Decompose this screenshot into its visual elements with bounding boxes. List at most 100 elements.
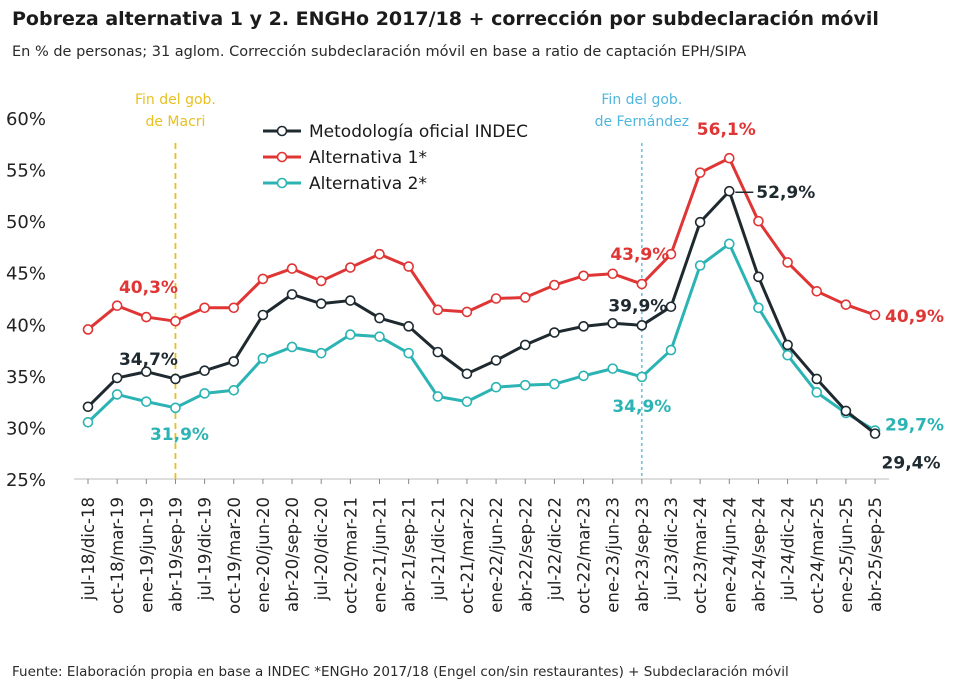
data-point	[519, 292, 531, 303]
data-point	[723, 238, 735, 250]
data-point	[636, 278, 648, 290]
x-tick-label: ene-25/jun-25	[837, 497, 856, 613]
data-point	[374, 312, 385, 324]
data-point	[82, 416, 94, 428]
data-point	[811, 285, 823, 297]
x-tick-label: abr-20/sep-20	[283, 497, 302, 612]
data-point	[141, 311, 152, 323]
data-point	[345, 295, 356, 306]
x-tick-label: ene-21/jun-21	[371, 497, 390, 613]
data-point	[636, 320, 648, 331]
x-tick-label: abr-21/sep-21	[400, 497, 419, 612]
annotation-text: de Fernández	[595, 114, 690, 130]
legend-swatch-marker	[276, 151, 288, 163]
y-tick-label: 35%	[6, 367, 46, 388]
x-tick-label: abr-24/sep-24	[749, 497, 768, 612]
x-tick-label: oct-23/mar-24	[691, 497, 710, 614]
data-point	[111, 389, 123, 400]
annotations: Fin del gob. de Macri Fin del gob. de Ferná…	[135, 92, 689, 479]
data-point	[315, 298, 327, 309]
axes: 25% 30% 35% 40% 45% 50% 55% 60% jul-18/dic-18 oct…	[6, 109, 890, 614]
x-tick-label: jul-18/dic-18	[79, 497, 98, 601]
data-point	[665, 248, 677, 260]
data-point	[723, 152, 735, 164]
data-point	[228, 302, 240, 314]
data-point	[286, 341, 298, 353]
data-point	[753, 215, 764, 227]
legend: Metodología oficial INDEC Alternativa 1* A…	[263, 122, 528, 194]
data-point	[694, 167, 706, 178]
data-label: 52,9%	[756, 183, 815, 203]
x-tick-label: jul-24/dic-24	[779, 497, 798, 601]
source-note: Fuente: Elaboración propia en base a IND…	[12, 664, 789, 680]
data-point	[315, 275, 327, 287]
data-point	[607, 268, 619, 280]
data-point	[782, 257, 793, 268]
y-tick-label: 55%	[6, 161, 46, 182]
data-point	[578, 321, 589, 332]
x-tick-label: ene-20/jun-20	[254, 497, 273, 613]
x-tick-label: oct-21/mar-22	[458, 497, 477, 614]
chart-subtitle: En % de personas; 31 aglom. Corrección s…	[12, 44, 747, 60]
x-tick-label: oct-22/mar-23	[575, 497, 594, 614]
legend-label: Metodología oficial INDEC	[309, 122, 528, 142]
data-point	[141, 366, 152, 378]
data-point	[199, 302, 210, 314]
x-tick-label: oct-19/mar-20	[225, 497, 244, 614]
data-point	[665, 344, 677, 356]
data-point	[432, 346, 444, 358]
data-point	[286, 289, 298, 300]
data-point	[82, 401, 94, 413]
y-tick-label: 40%	[6, 315, 46, 336]
data-point	[111, 372, 123, 384]
data-point	[257, 273, 269, 285]
data-point	[490, 355, 502, 366]
legend-label: Alternativa 2*	[309, 174, 427, 194]
data-point	[257, 353, 269, 364]
x-tick-label: jul-19/dic-19	[196, 497, 215, 601]
series-line	[86, 242, 876, 432]
data-point	[840, 299, 852, 310]
data-point	[490, 381, 502, 393]
legend-label: Alternativa 1*	[309, 148, 427, 168]
x-tick-label: oct-24/mar-25	[808, 497, 827, 614]
data-point	[811, 387, 823, 398]
data-point	[286, 263, 298, 274]
data-point	[111, 300, 123, 312]
data-label: 34,7%	[119, 350, 178, 370]
x-tick-label: ene-19/jun-19	[137, 497, 156, 613]
data-point	[374, 248, 385, 260]
data-point	[315, 347, 327, 359]
x-tick-label: jul-22/dic-22	[545, 497, 564, 601]
data-point	[345, 262, 356, 273]
y-tick-label: 50%	[6, 212, 46, 233]
data-point	[461, 396, 473, 407]
data-point	[199, 365, 210, 377]
data-point	[345, 329, 356, 340]
data-labels: 34,7% 40,3% 31,9% 39,9% 43,9% 34,9% 52,9% 56,1%…	[119, 120, 944, 473]
data-point	[432, 304, 444, 316]
data-point	[519, 379, 531, 391]
x-tick-label: jul-20/dic-20	[312, 497, 331, 601]
data-point	[82, 324, 94, 335]
x-tick-label: ene-24/jun-24	[720, 497, 739, 613]
data-point	[257, 309, 269, 321]
series-line	[86, 189, 876, 435]
data-point	[840, 405, 852, 417]
legend-swatch-marker	[276, 125, 288, 137]
data-point	[228, 356, 240, 367]
legend-swatch-marker	[276, 177, 288, 189]
data-point	[607, 317, 619, 329]
data-point	[665, 301, 677, 313]
x-tick-label: jul-23/dic-23	[662, 497, 681, 601]
data-point	[549, 279, 560, 291]
data-point	[782, 339, 793, 351]
data-point	[578, 370, 589, 382]
data-point	[549, 378, 560, 390]
x-tick-label: abr-23/sep-23	[633, 497, 652, 612]
data-point	[228, 384, 240, 396]
data-point	[170, 402, 181, 414]
y-tick-label: 45%	[6, 264, 46, 285]
x-tick-label: ene-22/jun-22	[487, 497, 506, 613]
